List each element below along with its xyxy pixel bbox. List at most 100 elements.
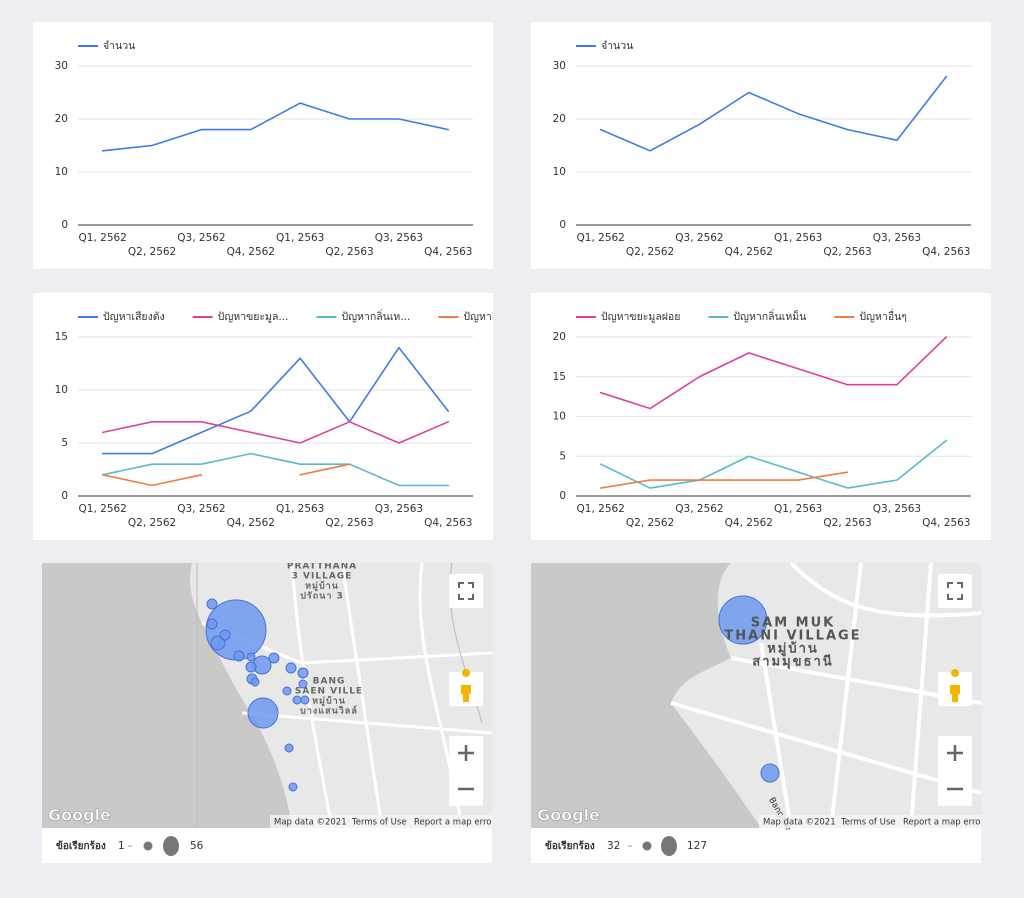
chart-panel: 0 10 20 30 Q1, 2562 Q2, 2562 Q3, 2562 Q4, 2562 Q… bbox=[33, 22, 493, 269]
roads bbox=[670, 561, 982, 829]
y-tick-label: 20 bbox=[55, 113, 68, 125]
bubble[interactable] bbox=[206, 598, 218, 610]
x-tick-label: Q3, 2563 bbox=[375, 232, 423, 244]
place-text: BANG bbox=[313, 677, 346, 687]
y-tick-label: 20 bbox=[553, 113, 566, 125]
y-tick-label: 10 bbox=[553, 166, 566, 178]
place-label: BANG SAEN VILLE หมู่บ้าน บางแสนวิลล์ bbox=[295, 677, 362, 717]
zoom-buttons[interactable] bbox=[449, 736, 483, 806]
legend-min: 1 bbox=[118, 840, 125, 852]
x-tick-label: Q2, 2563 bbox=[325, 517, 373, 529]
attribution-bar bbox=[759, 815, 981, 828]
bubbles bbox=[205, 598, 310, 792]
sea bbox=[42, 563, 292, 828]
bubble[interactable] bbox=[718, 595, 768, 645]
legend-label: ปัญหาขยะมูลฝอย bbox=[601, 311, 680, 323]
bubble[interactable] bbox=[245, 661, 257, 673]
legend-large bbox=[163, 836, 179, 856]
map-panel: PRATTHANA 3 VILLAGE หมู่บ้าน ปรัถนา 3 BA… bbox=[42, 562, 495, 863]
place-text: หมู่บ้าน bbox=[312, 696, 346, 707]
legend-label: ปัญหาอื่นๆ bbox=[463, 309, 493, 323]
legend-label: ปัญหาขยะมูล... bbox=[218, 311, 289, 323]
place-text: 3 VILLAGE bbox=[292, 572, 353, 582]
x-tick-label: Q3, 2563 bbox=[873, 232, 921, 244]
legend-label: ปัญหากลิ่นเห... bbox=[341, 309, 410, 323]
series-line bbox=[103, 464, 449, 485]
terms-link[interactable]: Terms of Use bbox=[840, 818, 896, 828]
fullscreen-icon bbox=[458, 582, 474, 600]
series-line bbox=[599, 336, 948, 410]
x-tick-label: Q4, 2562 bbox=[227, 246, 275, 258]
bubble[interactable] bbox=[760, 763, 780, 783]
place-text: หมู่บ้าน bbox=[305, 581, 339, 592]
y-tick-label: 30 bbox=[55, 60, 68, 72]
attribution: Map data ©2021 bbox=[763, 818, 836, 828]
bubble[interactable] bbox=[233, 650, 245, 662]
y-tick-label: 5 bbox=[61, 437, 68, 449]
series-line bbox=[101, 346, 450, 455]
map: PRATTHANA 3 VILLAGE หมู่บ้าน ปรัถนา 3 BA… bbox=[42, 562, 495, 856]
place-text: หมู่บ้าน bbox=[767, 641, 819, 657]
bubble[interactable] bbox=[297, 667, 309, 679]
chart-panel: 0 5 10 15 Q1, 2562 Q2, 2562 Q3, 2562 Q4, 2562 Q1… bbox=[33, 293, 511, 540]
report-link[interactable]: Report a map error bbox=[414, 818, 495, 828]
y-tick-label: 0 bbox=[559, 490, 566, 502]
chart-panel: 0 5 10 15 20 Q1, 2562 Q2, 2562 Q3, 2562 Q4, 2562… bbox=[531, 293, 991, 540]
x-tick-label: Q3, 2562 bbox=[675, 232, 723, 244]
x-tick-label: Q2, 2562 bbox=[626, 246, 674, 258]
fullscreen-button[interactable] bbox=[938, 574, 972, 608]
x-tick-label: Q1, 2562 bbox=[577, 232, 625, 244]
x-tick-label: Q3, 2563 bbox=[375, 503, 423, 515]
place-text: PRATTHANA bbox=[287, 563, 357, 572]
bubble[interactable] bbox=[206, 618, 218, 630]
bubbles bbox=[718, 595, 780, 783]
series-line bbox=[599, 439, 948, 489]
x-tick-label: Q2, 2563 bbox=[823, 517, 871, 529]
report-link[interactable]: Report a map error bbox=[903, 818, 984, 828]
bubble[interactable] bbox=[292, 695, 302, 705]
place-text: SAM MUK bbox=[751, 616, 835, 631]
terms-link[interactable]: Terms of Use bbox=[351, 818, 407, 828]
x-tick-label: Q4, 2562 bbox=[725, 517, 773, 529]
bubble[interactable] bbox=[298, 679, 308, 689]
place-label: SAM MUK THANI VILLAGE หมู่บ้าน สามมุขธาน… bbox=[724, 616, 859, 670]
legend-large bbox=[661, 836, 677, 856]
chart-panel: 0 10 20 30 Q1, 2562 Q2, 2562 Q3, 2562 Q4, 2562 Q… bbox=[531, 22, 991, 269]
bubble[interactable] bbox=[285, 662, 297, 674]
bubble[interactable] bbox=[210, 635, 226, 651]
y-tick-label: 10 bbox=[553, 411, 566, 423]
y-tick-label: 30 bbox=[553, 60, 566, 72]
bubble[interactable] bbox=[282, 686, 292, 696]
x-tick-label: Q1, 2563 bbox=[774, 232, 822, 244]
bubble[interactable] bbox=[268, 652, 280, 664]
y-tick-label: 5 bbox=[559, 450, 566, 462]
x-tick-label: Q2, 2563 bbox=[823, 246, 871, 258]
zoom-icons bbox=[947, 745, 963, 791]
bubble[interactable] bbox=[247, 697, 279, 729]
x-tick-label: Q4, 2563 bbox=[424, 246, 472, 258]
x-tick-label: Q1, 2563 bbox=[276, 503, 324, 515]
bubble[interactable] bbox=[250, 677, 260, 687]
bubble[interactable] bbox=[205, 599, 267, 661]
google-logo: Google bbox=[537, 806, 600, 825]
fullscreen-button[interactable] bbox=[449, 574, 483, 608]
bubble[interactable] bbox=[284, 743, 294, 753]
legend-label: ปัญหากลิ่นเหม็น bbox=[733, 309, 806, 323]
bubble[interactable] bbox=[219, 629, 231, 641]
x-tick-label: Q3, 2562 bbox=[675, 503, 723, 515]
legend-label: ปัญหาอื่นๆ bbox=[859, 309, 907, 323]
bubble[interactable] bbox=[246, 652, 256, 662]
series-line bbox=[101, 102, 450, 152]
x-tick-label: Q1, 2563 bbox=[774, 503, 822, 515]
pegman-icon bbox=[461, 669, 471, 702]
map-panel: SAM MUK THANI VILLAGE หมู่บ้าน สามมุขธาน… bbox=[531, 561, 984, 863]
fullscreen-icon bbox=[947, 582, 963, 600]
bubble[interactable] bbox=[288, 782, 298, 792]
bubble[interactable] bbox=[300, 695, 310, 705]
zoom-buttons[interactable] bbox=[938, 736, 972, 806]
